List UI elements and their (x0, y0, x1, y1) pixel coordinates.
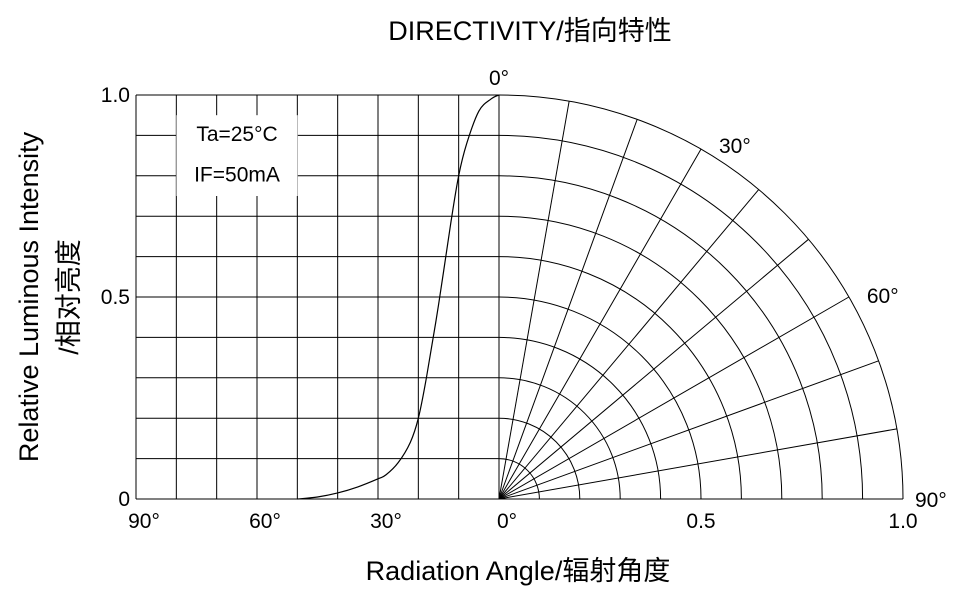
x-tick-label: 0.5 (686, 510, 715, 533)
polar-radial-line (498, 238, 809, 500)
polar-ring (498, 336, 662, 500)
polar-radial-line (498, 101, 570, 500)
polar-radial-line (498, 189, 760, 500)
x-tick-label: 90° (128, 510, 160, 533)
polar-angle-label: 60° (867, 285, 899, 308)
grid-layer (135, 94, 904, 500)
x-tick-label: 0° (497, 510, 517, 533)
polar-ring (498, 175, 823, 500)
x-tick-label: 1.0 (888, 510, 917, 533)
label-layer: Ta=25°C IF=50mA 90° 60° 30° 0° 0.5 1.0 1.0 0.5 0 0°… (101, 67, 947, 533)
condition-temperature: Ta=25°C (196, 123, 277, 146)
polar-ring (498, 215, 783, 500)
condition-current: IF=50mA (194, 164, 280, 187)
polar-radial-line (498, 428, 897, 500)
y-tick-label: 1.0 (101, 84, 130, 107)
directivity-curve (297, 94, 500, 500)
polar-ring (498, 377, 621, 500)
polar-ring (498, 296, 702, 500)
x-tick-label: 30° (370, 510, 402, 533)
polar-ring (498, 417, 581, 500)
curve-layer (297, 94, 500, 500)
condition-box (176, 115, 298, 196)
x-tick-label: 60° (249, 510, 281, 533)
polar-ring (498, 134, 864, 500)
polar-angle-label: 90° (915, 489, 947, 512)
polar-angle-label: 0° (489, 67, 509, 90)
y-axis-label-line-2: /相对亮度 (54, 239, 84, 355)
x-axis-label: Radiation Angle/辐射角度 (366, 556, 671, 586)
polar-angle-label: 30° (719, 135, 751, 158)
polar-ring (498, 94, 904, 500)
polar-radial-line (498, 360, 879, 500)
y-axis-label-line-1: Relative Luminous Intensity (14, 131, 44, 462)
polar-radial-line (498, 296, 850, 500)
y-axis-label-group: Relative Luminous Intensity /相对亮度 (14, 131, 84, 462)
y-tick-label: 0 (118, 488, 130, 511)
y-tick-label: 0.5 (101, 286, 130, 309)
polar-radial-line (498, 119, 638, 500)
polar-radial-line (498, 148, 702, 500)
chart-title: DIRECTIVITY/指向特性 (388, 16, 672, 46)
polar-ring (498, 256, 742, 500)
